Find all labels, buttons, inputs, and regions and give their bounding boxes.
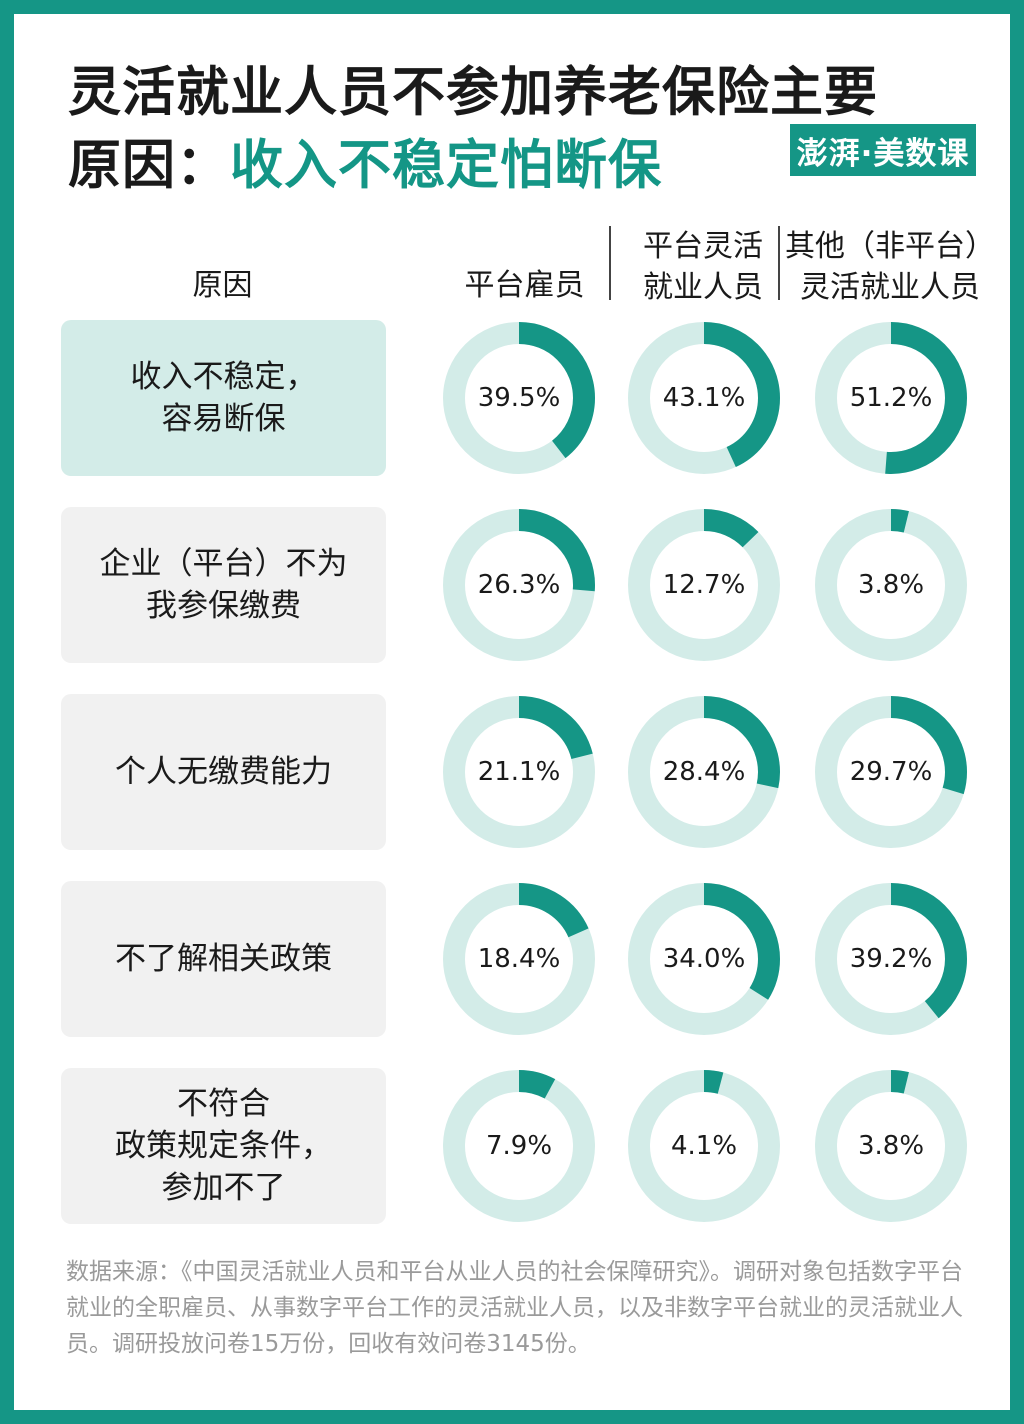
brand-logo: 澎湃·美数课 [790, 124, 976, 176]
donut-percent-label: 12.7% [662, 570, 746, 600]
donut-chart: 26.3% [443, 509, 595, 661]
donut-percent-label: 26.3% [477, 570, 561, 600]
donut-value-arc [628, 1070, 780, 1222]
donut-value-arc [443, 883, 595, 1035]
title-prefix: 原因： [68, 135, 230, 196]
donut-value-arc [443, 322, 595, 474]
donut-value-arc [815, 1070, 967, 1222]
reason-label: 不符合 政策规定条件， 参加不了 [115, 1086, 332, 1206]
header-other-flexible: 其他（非平台） 灵活就业人员 [785, 229, 995, 305]
donut-chart: 39.2% [815, 883, 967, 1035]
donut-svg [815, 322, 967, 474]
title-line-2: 原因：收入不稳定怕断保 [68, 123, 662, 199]
donut-svg [815, 883, 967, 1035]
donut-svg [628, 883, 780, 1035]
donut-chart: 39.5% [443, 322, 595, 474]
donut-chart: 51.2% [815, 322, 967, 474]
donut-chart: 3.8% [815, 509, 967, 661]
reason-label: 个人无缴费能力 [115, 754, 332, 790]
donut-svg [628, 322, 780, 474]
donut-svg [815, 696, 967, 848]
donut-value-arc [443, 696, 595, 848]
title-accent: 收入不稳定怕断保 [230, 135, 662, 196]
donut-percent-label: 21.1% [477, 757, 561, 787]
donut-percent-label: 28.4% [662, 757, 746, 787]
header-reason: 原因 [192, 268, 253, 303]
donut-svg [815, 509, 967, 661]
donut-percent-label: 18.4% [477, 944, 561, 974]
donut-percent-label: 39.5% [477, 383, 561, 413]
reason-label: 企业（平台）不为 我参保缴费 [99, 546, 348, 624]
donut-chart: 3.8% [815, 1070, 967, 1222]
donut-svg [628, 696, 780, 848]
header-platform-employee: 平台雇员 [464, 268, 585, 303]
donut-percent-label: 29.7% [849, 757, 933, 787]
donut-svg [443, 322, 595, 474]
donut-percent-label: 43.1% [662, 383, 746, 413]
donut-value-arc [628, 322, 780, 474]
donut-value-arc [443, 509, 595, 661]
donut-svg [628, 509, 780, 661]
donut-value-arc [815, 509, 967, 661]
donut-percent-label: 3.8% [857, 1131, 925, 1161]
header-divider-1 [609, 226, 611, 300]
donut-percent-label: 7.9% [485, 1131, 553, 1161]
reason-label: 不了解相关政策 [115, 941, 332, 977]
donut-svg [628, 1070, 780, 1222]
reason-box: 企业（平台）不为 我参保缴费 [61, 507, 386, 663]
donut-value-arc [443, 1070, 595, 1222]
donut-value-arc [815, 322, 967, 474]
donut-value-arc [815, 883, 967, 1035]
donut-svg [815, 1070, 967, 1222]
donut-svg [443, 509, 595, 661]
donut-percent-label: 34.0% [662, 944, 746, 974]
donut-chart: 7.9% [443, 1070, 595, 1222]
donut-svg [443, 696, 595, 848]
donut-chart: 34.0% [628, 883, 780, 1035]
donut-chart: 12.7% [628, 509, 780, 661]
donut-value-arc [628, 883, 780, 1035]
donut-chart: 4.1% [628, 1070, 780, 1222]
donut-percent-label: 51.2% [849, 383, 933, 413]
reason-box: 不符合 政策规定条件， 参加不了 [61, 1068, 386, 1224]
title-line-1: 灵活就业人员不参加养老保险主要 [68, 62, 878, 123]
reason-box: 不了解相关政策 [61, 881, 386, 1037]
reason-label: 收入不稳定， 容易断保 [130, 359, 317, 437]
reason-box: 收入不稳定， 容易断保 [61, 320, 386, 476]
donut-value-arc [815, 696, 967, 848]
donut-percent-label: 39.2% [849, 944, 933, 974]
donut-chart: 18.4% [443, 883, 595, 1035]
donut-svg [443, 883, 595, 1035]
donut-chart: 43.1% [628, 322, 780, 474]
donut-chart: 21.1% [443, 696, 595, 848]
donut-svg [443, 1070, 595, 1222]
source-note: 数据来源：《中国灵活就业人员和平台从业人员的社会保障研究》。调研对象包括数字平台… [66, 1259, 963, 1357]
donut-percent-label: 4.1% [670, 1131, 738, 1161]
donut-percent-label: 3.8% [857, 570, 925, 600]
reason-box: 个人无缴费能力 [61, 694, 386, 850]
donut-value-arc [628, 509, 780, 661]
donut-chart: 28.4% [628, 696, 780, 848]
donut-value-arc [628, 696, 780, 848]
header-platform-flexible: 平台灵活 就业人员 [643, 229, 763, 305]
donut-chart: 29.7% [815, 696, 967, 848]
header-divider-2 [778, 226, 780, 300]
